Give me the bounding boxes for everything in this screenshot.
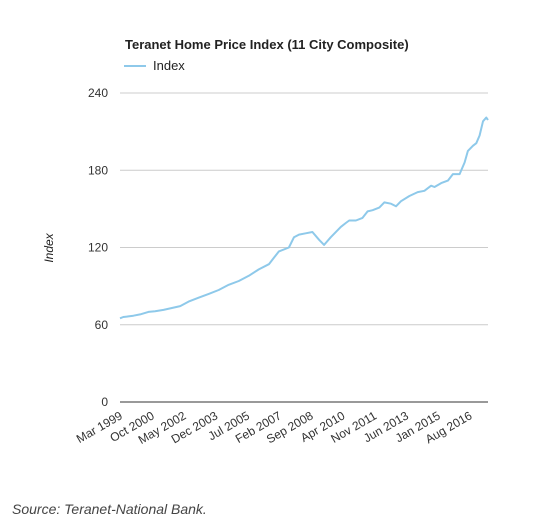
data-point — [485, 116, 487, 118]
data-point — [423, 190, 425, 192]
data-point — [298, 233, 300, 235]
data-point — [433, 186, 435, 188]
data-point — [487, 119, 489, 121]
data-point — [482, 120, 484, 122]
data-point — [447, 179, 449, 181]
y-axis-label: Index — [42, 232, 56, 262]
data-point — [408, 195, 410, 197]
y-tick-label: 240 — [88, 86, 108, 100]
data-point — [278, 250, 280, 252]
data-point — [378, 206, 380, 208]
source-note: Source: Teranet-National Bank. — [12, 501, 207, 517]
data-point — [288, 246, 290, 248]
data-point — [417, 191, 419, 193]
data-point — [440, 182, 442, 184]
series-line-index — [119, 116, 489, 320]
data-point — [132, 315, 134, 317]
data-point — [187, 300, 189, 302]
data-point — [355, 219, 357, 221]
data-point — [311, 231, 313, 233]
data-point — [127, 315, 129, 317]
data-point — [207, 293, 209, 295]
y-tick-label: 60 — [95, 318, 109, 332]
data-point — [390, 203, 392, 205]
data-point — [258, 268, 260, 270]
data-point — [268, 263, 270, 265]
data-point — [179, 305, 181, 307]
data-point — [147, 311, 149, 313]
data-point — [238, 280, 240, 282]
data-point — [366, 210, 368, 212]
data-point — [323, 244, 325, 246]
data-point — [361, 217, 363, 219]
y-tick-label: 0 — [101, 395, 108, 409]
data-point — [400, 200, 402, 202]
data-point — [472, 145, 474, 147]
data-point — [475, 142, 477, 144]
data-point — [395, 205, 397, 207]
data-point — [171, 307, 173, 309]
data-point — [304, 232, 306, 234]
data-point — [383, 201, 385, 203]
data-point — [122, 316, 124, 318]
data-point — [467, 150, 469, 152]
legend-label: Index — [153, 58, 185, 73]
data-point — [371, 209, 373, 211]
data-point — [139, 313, 141, 315]
data-point — [119, 317, 121, 319]
data-point — [478, 134, 480, 136]
data-point — [330, 236, 332, 238]
data-point — [348, 219, 350, 221]
data-point — [463, 161, 465, 163]
chart-title: Teranet Home Price Index (11 City Compos… — [125, 37, 409, 52]
data-point — [228, 284, 230, 286]
data-point — [162, 309, 164, 311]
data-point — [340, 226, 342, 228]
data-point — [248, 275, 250, 277]
data-point — [293, 236, 295, 238]
data-point — [430, 185, 432, 187]
data-point — [273, 257, 275, 259]
y-tick-label: 180 — [88, 163, 108, 177]
data-point — [458, 173, 460, 175]
data-point — [217, 289, 219, 291]
y-tick-label: 120 — [88, 241, 108, 255]
data-point — [154, 310, 156, 312]
data-point — [345, 222, 347, 224]
data-point — [197, 297, 199, 299]
data-point — [318, 239, 320, 241]
data-point — [452, 173, 454, 175]
